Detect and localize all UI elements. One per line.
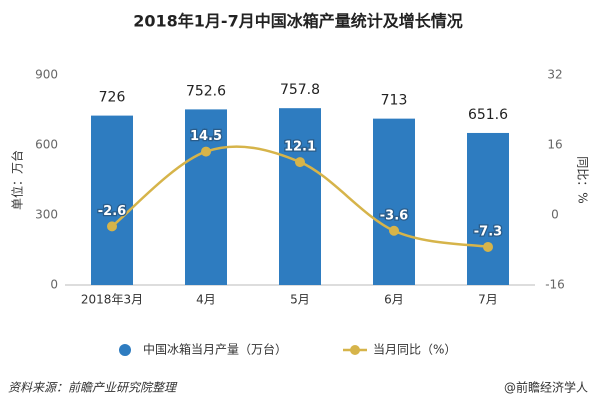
line-point bbox=[295, 157, 305, 168]
y-tick-label: 0 bbox=[50, 278, 58, 292]
y2-axis-label: 同比：% bbox=[576, 156, 590, 203]
y2-tick-label: 0 bbox=[551, 208, 559, 222]
legend-swatch bbox=[119, 344, 131, 356]
line-point bbox=[107, 221, 117, 232]
bar bbox=[279, 108, 321, 286]
x-tick-label: 2018年3月 bbox=[81, 293, 143, 307]
line-point bbox=[483, 241, 493, 252]
legend-swatch bbox=[350, 345, 360, 355]
line-value-label: 14.5 bbox=[190, 129, 222, 144]
source: 资料来源：前瞻产业研究院整理 bbox=[8, 381, 178, 395]
line-point bbox=[201, 146, 211, 157]
credit: @前瞻经济学人 bbox=[504, 380, 588, 395]
line-point bbox=[389, 225, 399, 236]
x-tick-label: 5月 bbox=[290, 293, 310, 307]
y-axis-label: 单位：万台 bbox=[10, 150, 25, 210]
y2-tick-label: 16 bbox=[547, 138, 562, 152]
legend-label: 当月同比（%） bbox=[373, 343, 456, 357]
bar bbox=[467, 132, 509, 285]
line-value-label: -3.6 bbox=[380, 208, 408, 223]
chart-title: 2018年1月-7月中国冰箱产量统计及增长情况 bbox=[133, 12, 462, 31]
bar bbox=[373, 118, 415, 285]
bar bbox=[91, 115, 133, 285]
bar-value-label: 757.8 bbox=[280, 82, 320, 98]
y-tick-label: 900 bbox=[35, 68, 58, 82]
bar-value-label: 726 bbox=[99, 90, 126, 106]
bar bbox=[185, 109, 227, 285]
bar-value-label: 651.6 bbox=[468, 107, 508, 123]
line-value-label: -7.3 bbox=[474, 224, 502, 239]
y-tick-label: 600 bbox=[35, 138, 58, 152]
legend-label: 中国冰箱当月产量（万台） bbox=[143, 342, 287, 357]
x-tick-label: 7月 bbox=[478, 293, 498, 307]
y2-tick-label: 32 bbox=[547, 68, 562, 82]
line-value-label: -2.6 bbox=[98, 204, 126, 219]
x-tick-label: 4月 bbox=[196, 293, 216, 307]
x-tick-label: 6月 bbox=[384, 293, 404, 307]
bar-value-label: 752.6 bbox=[186, 83, 226, 99]
bar-value-label: 713 bbox=[381, 93, 408, 109]
y2-tick-label: -16 bbox=[545, 278, 565, 292]
line-value-label: 12.1 bbox=[284, 140, 316, 155]
y-tick-label: 300 bbox=[35, 208, 58, 222]
